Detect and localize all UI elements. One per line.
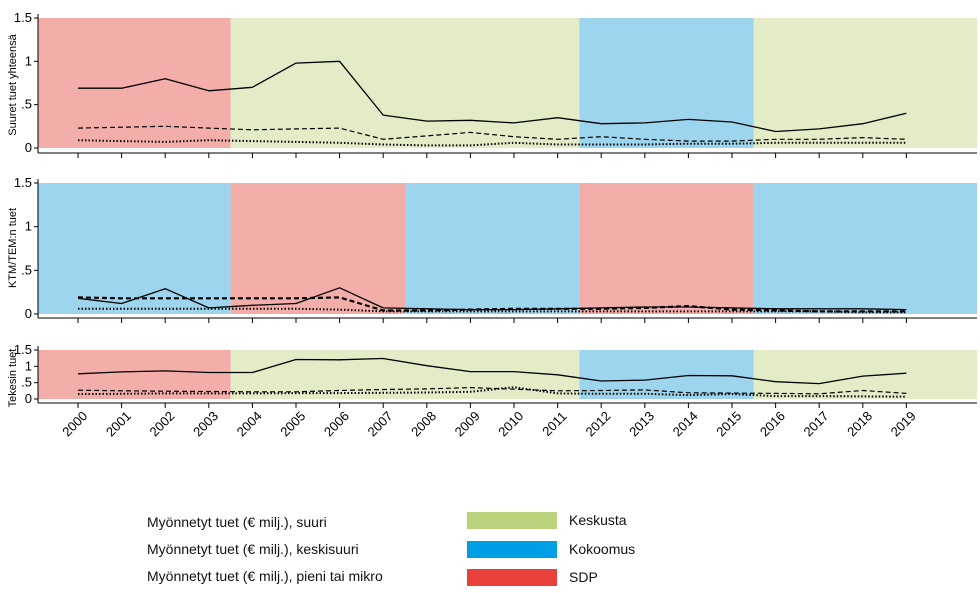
x-tick-label: 2001 <box>103 408 134 439</box>
party-band-kokoomus <box>38 183 231 314</box>
x-tick-label: 2018 <box>844 408 875 439</box>
y-tick-label: 1 <box>25 358 32 373</box>
y-tick-label: 0 <box>25 391 32 406</box>
party-band-sdp <box>579 183 754 314</box>
y-tick-label: 1 <box>25 53 32 68</box>
party-band-keskusta <box>230 18 580 148</box>
y-axis-title: Tekesin tuet <box>7 349 19 408</box>
legend: Myönnetyt tuet (€ milj.), suuri Myönnety… <box>0 500 980 593</box>
x-tick-label: 2002 <box>146 408 177 439</box>
x-tick-label: 2010 <box>495 408 526 439</box>
legend-label-keskusta: Keskusta <box>569 512 627 528</box>
series-line-dotted <box>78 307 907 314</box>
y-axis-title: KTM/TEM:n tuet <box>7 208 19 288</box>
legend-label-suuri: Myönnetyt tuet (€ milj.), suuri <box>147 514 327 530</box>
x-tick-label: 2016 <box>757 408 788 439</box>
y-tick-label: .5 <box>21 262 32 277</box>
x-tick-label: 2000 <box>59 408 90 439</box>
y-tick-label: 1 <box>25 219 32 234</box>
legend-item-sdp: SDP <box>467 567 598 587</box>
x-tick-label: 2013 <box>626 408 657 439</box>
x-tick-label: 2015 <box>713 408 744 439</box>
y-tick-label: 1.5 <box>14 10 32 25</box>
x-tick-label: 2017 <box>800 408 831 439</box>
x-tick-label: 2019 <box>888 408 919 439</box>
legend-item-pieni: Myönnetyt tuet (€ milj.), pieni tai mikr… <box>58 566 383 586</box>
x-tick-label: 2012 <box>582 408 613 439</box>
legend-item-keskisuuri: Myönnetyt tuet (€ milj.), keskisuuri <box>58 539 359 559</box>
y-tick-label: 1.5 <box>14 175 32 190</box>
series-line-solid <box>77 357 907 385</box>
x-tick-label: 2003 <box>190 408 221 439</box>
x-tick-label: 2011 <box>539 409 569 439</box>
x-tick-label: 2005 <box>277 408 308 439</box>
legend-item-suuri: Myönnetyt tuet (€ milj.), suuri <box>58 512 327 532</box>
party-band-kokoomus <box>753 183 977 314</box>
y-tick-label: 1.5 <box>14 342 32 357</box>
party-band-keskusta <box>753 18 977 148</box>
x-tick-label: 2006 <box>321 408 352 439</box>
series-line-dotted <box>77 139 907 147</box>
y-tick-label: .5 <box>21 375 32 390</box>
y-axis-title: Suuret tuet yhteensä <box>7 33 19 135</box>
x-tick-label: 2009 <box>452 408 483 439</box>
legend-item-keskusta: Keskusta <box>467 510 627 530</box>
legend-swatch-sdp <box>467 568 557 586</box>
legend-label-kokoomus: Kokoomus <box>569 541 636 557</box>
legend-label-sdp: SDP <box>569 569 598 585</box>
x-tick-label: 2014 <box>670 408 701 439</box>
legend-label-pieni: Myönnetyt tuet (€ milj.), pieni tai mikr… <box>147 568 383 584</box>
x-tick-label: 2008 <box>408 408 439 439</box>
y-tick-label: .5 <box>21 97 32 112</box>
legend-label-keskisuuri: Myönnetyt tuet (€ milj.), keskisuuri <box>147 541 359 557</box>
party-band-sdp <box>38 18 231 148</box>
legend-swatch-kokoomus <box>467 540 557 558</box>
series-line-dashed <box>77 125 907 142</box>
series-line-dotted <box>77 386 907 398</box>
legend-item-kokoomus: Kokoomus <box>467 539 635 559</box>
party-band-keskusta <box>230 350 580 399</box>
series-line-dashed <box>77 387 907 395</box>
x-tick-label: 2007 <box>364 408 395 439</box>
party-band-kokoomus <box>579 18 754 148</box>
x-tick-label: 2004 <box>234 408 265 439</box>
party-band-sdp <box>230 183 405 314</box>
series-line-dashed <box>77 296 907 313</box>
party-band-kokoomus <box>405 183 580 314</box>
y-tick-label: 0 <box>25 140 32 155</box>
series-line-solid <box>78 60 907 133</box>
y-tick-label: 0 <box>25 306 32 321</box>
legend-swatch-keskusta <box>467 511 557 529</box>
party-band-keskusta <box>753 350 977 399</box>
